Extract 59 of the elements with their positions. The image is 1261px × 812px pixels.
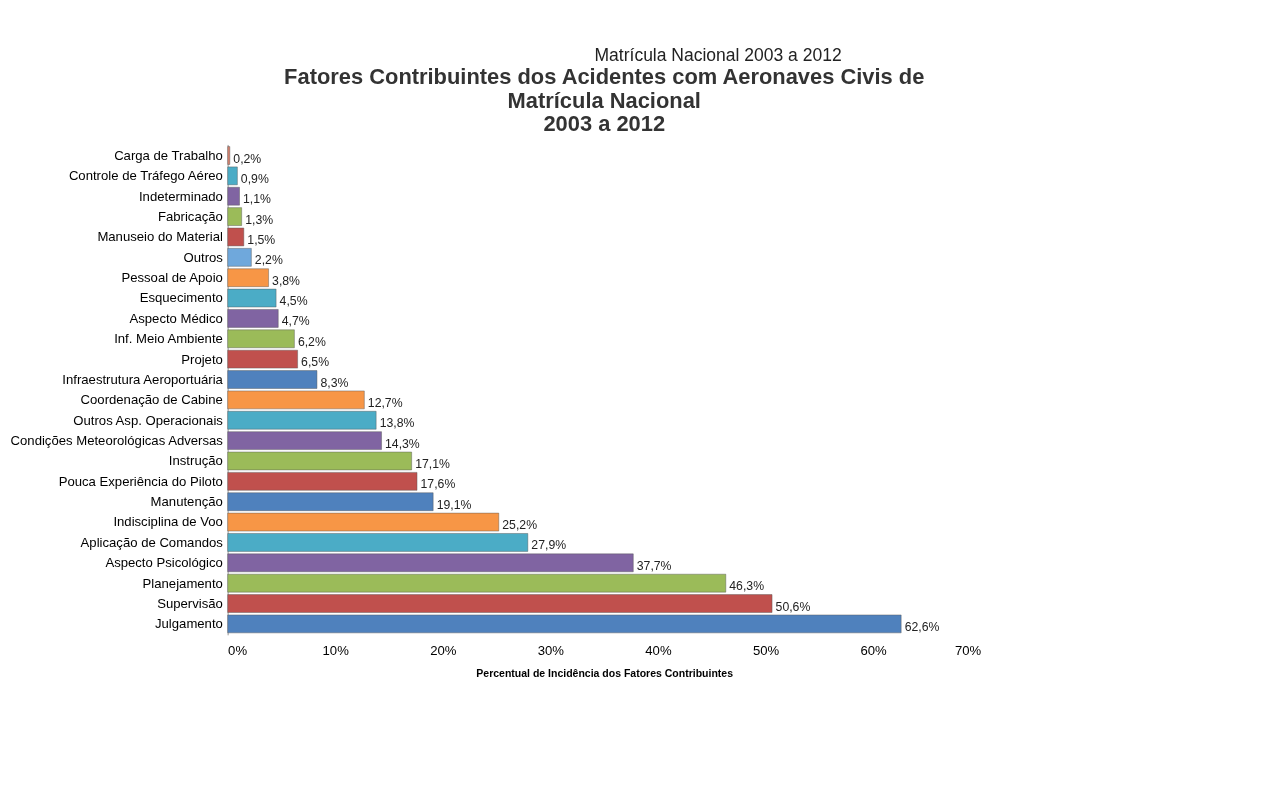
data-label: 46,3% — [729, 579, 765, 594]
y-tick-label: Aspecto Médico — [129, 310, 223, 326]
y-tick-label: Manutenção — [150, 494, 223, 510]
data-label: 6,5% — [301, 355, 330, 370]
x-tick-label: 60% — [860, 642, 888, 658]
y-tick-label: Pessoal de Apoio — [121, 270, 223, 286]
y-tick-label: Indisciplina de Voo — [113, 514, 223, 530]
data-label: 3,8% — [272, 273, 301, 288]
data-label: 17,6% — [420, 477, 456, 492]
y-tick-label: Manuseio do Material — [97, 229, 223, 245]
y-tick-label: Esquecimento — [139, 290, 223, 306]
data-label: 17,1% — [415, 456, 450, 471]
x-tick-label: 0% — [228, 642, 248, 658]
data-label: 14,3% — [385, 436, 420, 451]
data-label: 25,2% — [502, 518, 538, 533]
x-tick-label: 30% — [537, 642, 565, 658]
y-tick-label: Projeto — [181, 351, 223, 367]
data-label: 8,3% — [320, 375, 349, 390]
data-label: 62,6% — [904, 619, 940, 634]
y-tick-label: Coordenação de Cabine — [80, 392, 223, 408]
chart-title: Fatores Contribuintes dos Acidentes com Aeronaves Civis de Matrícula Nacional 2003 a 2012 — [284, 64, 925, 137]
data-label: 13,8% — [379, 416, 415, 431]
y-tick-label: Planejamento — [142, 575, 223, 591]
data-label: 4,7% — [281, 314, 310, 329]
y-tick-label: Inf. Meio Ambiente — [114, 331, 223, 347]
y-tick-label: Fabricação — [157, 208, 223, 224]
x-tick-label: 20% — [430, 642, 457, 658]
x-tick-label: 50% — [752, 642, 780, 658]
y-tick-label: Carga de Trabalho — [114, 147, 223, 163]
y-tick-label: Indeterminado — [138, 188, 223, 204]
y-tick-label: Outros — [183, 249, 224, 265]
y-tick-label: Outros Asp. Operacionais — [73, 412, 224, 428]
data-label: 2,2% — [254, 253, 283, 268]
y-tick-label: Infraestrutura Aeroportuária — [62, 371, 224, 387]
text: Matrícula Nacional 2003 a 2012 — [594, 45, 842, 66]
y-tick-label: Julgamento — [155, 616, 223, 632]
data-label: 19,1% — [436, 497, 472, 512]
data-label: 50,6% — [775, 599, 811, 614]
y-tick-label: Controle de Tráfego Aéreo — [68, 168, 223, 184]
x-tick-label: 10% — [322, 642, 350, 658]
data-label: 27,9% — [531, 538, 567, 553]
x-axis-title: Percentual de Incidência dos Fatores Contribuintes — [476, 667, 734, 680]
data-label: 0,9% — [240, 171, 269, 186]
data-label: 37,7% — [636, 558, 672, 573]
y-tick-label: Pouca Experiência do Piloto — [58, 473, 223, 489]
data-label: 1,1% — [243, 192, 272, 207]
y-tick-label: Aplicação de Comandos — [80, 534, 224, 550]
data-label: 4,5% — [279, 294, 308, 309]
data-label: 1,3% — [245, 212, 274, 227]
y-tick-label: Aspecto Psicológico — [105, 555, 223, 571]
x-tick-label: 70% — [954, 642, 982, 658]
y-tick-label: Condições Meteorológicas Adversas — [10, 433, 224, 448]
y-tick-label: Supervisão — [157, 595, 223, 611]
data-label: 6,2% — [297, 334, 326, 349]
x-tick-label: 40% — [645, 642, 672, 658]
data-label: 12,7% — [367, 395, 403, 410]
y-tick-label: Instrução — [168, 453, 223, 469]
data-label: 1,5% — [247, 232, 276, 247]
data-label: 0,2% — [233, 151, 262, 166]
